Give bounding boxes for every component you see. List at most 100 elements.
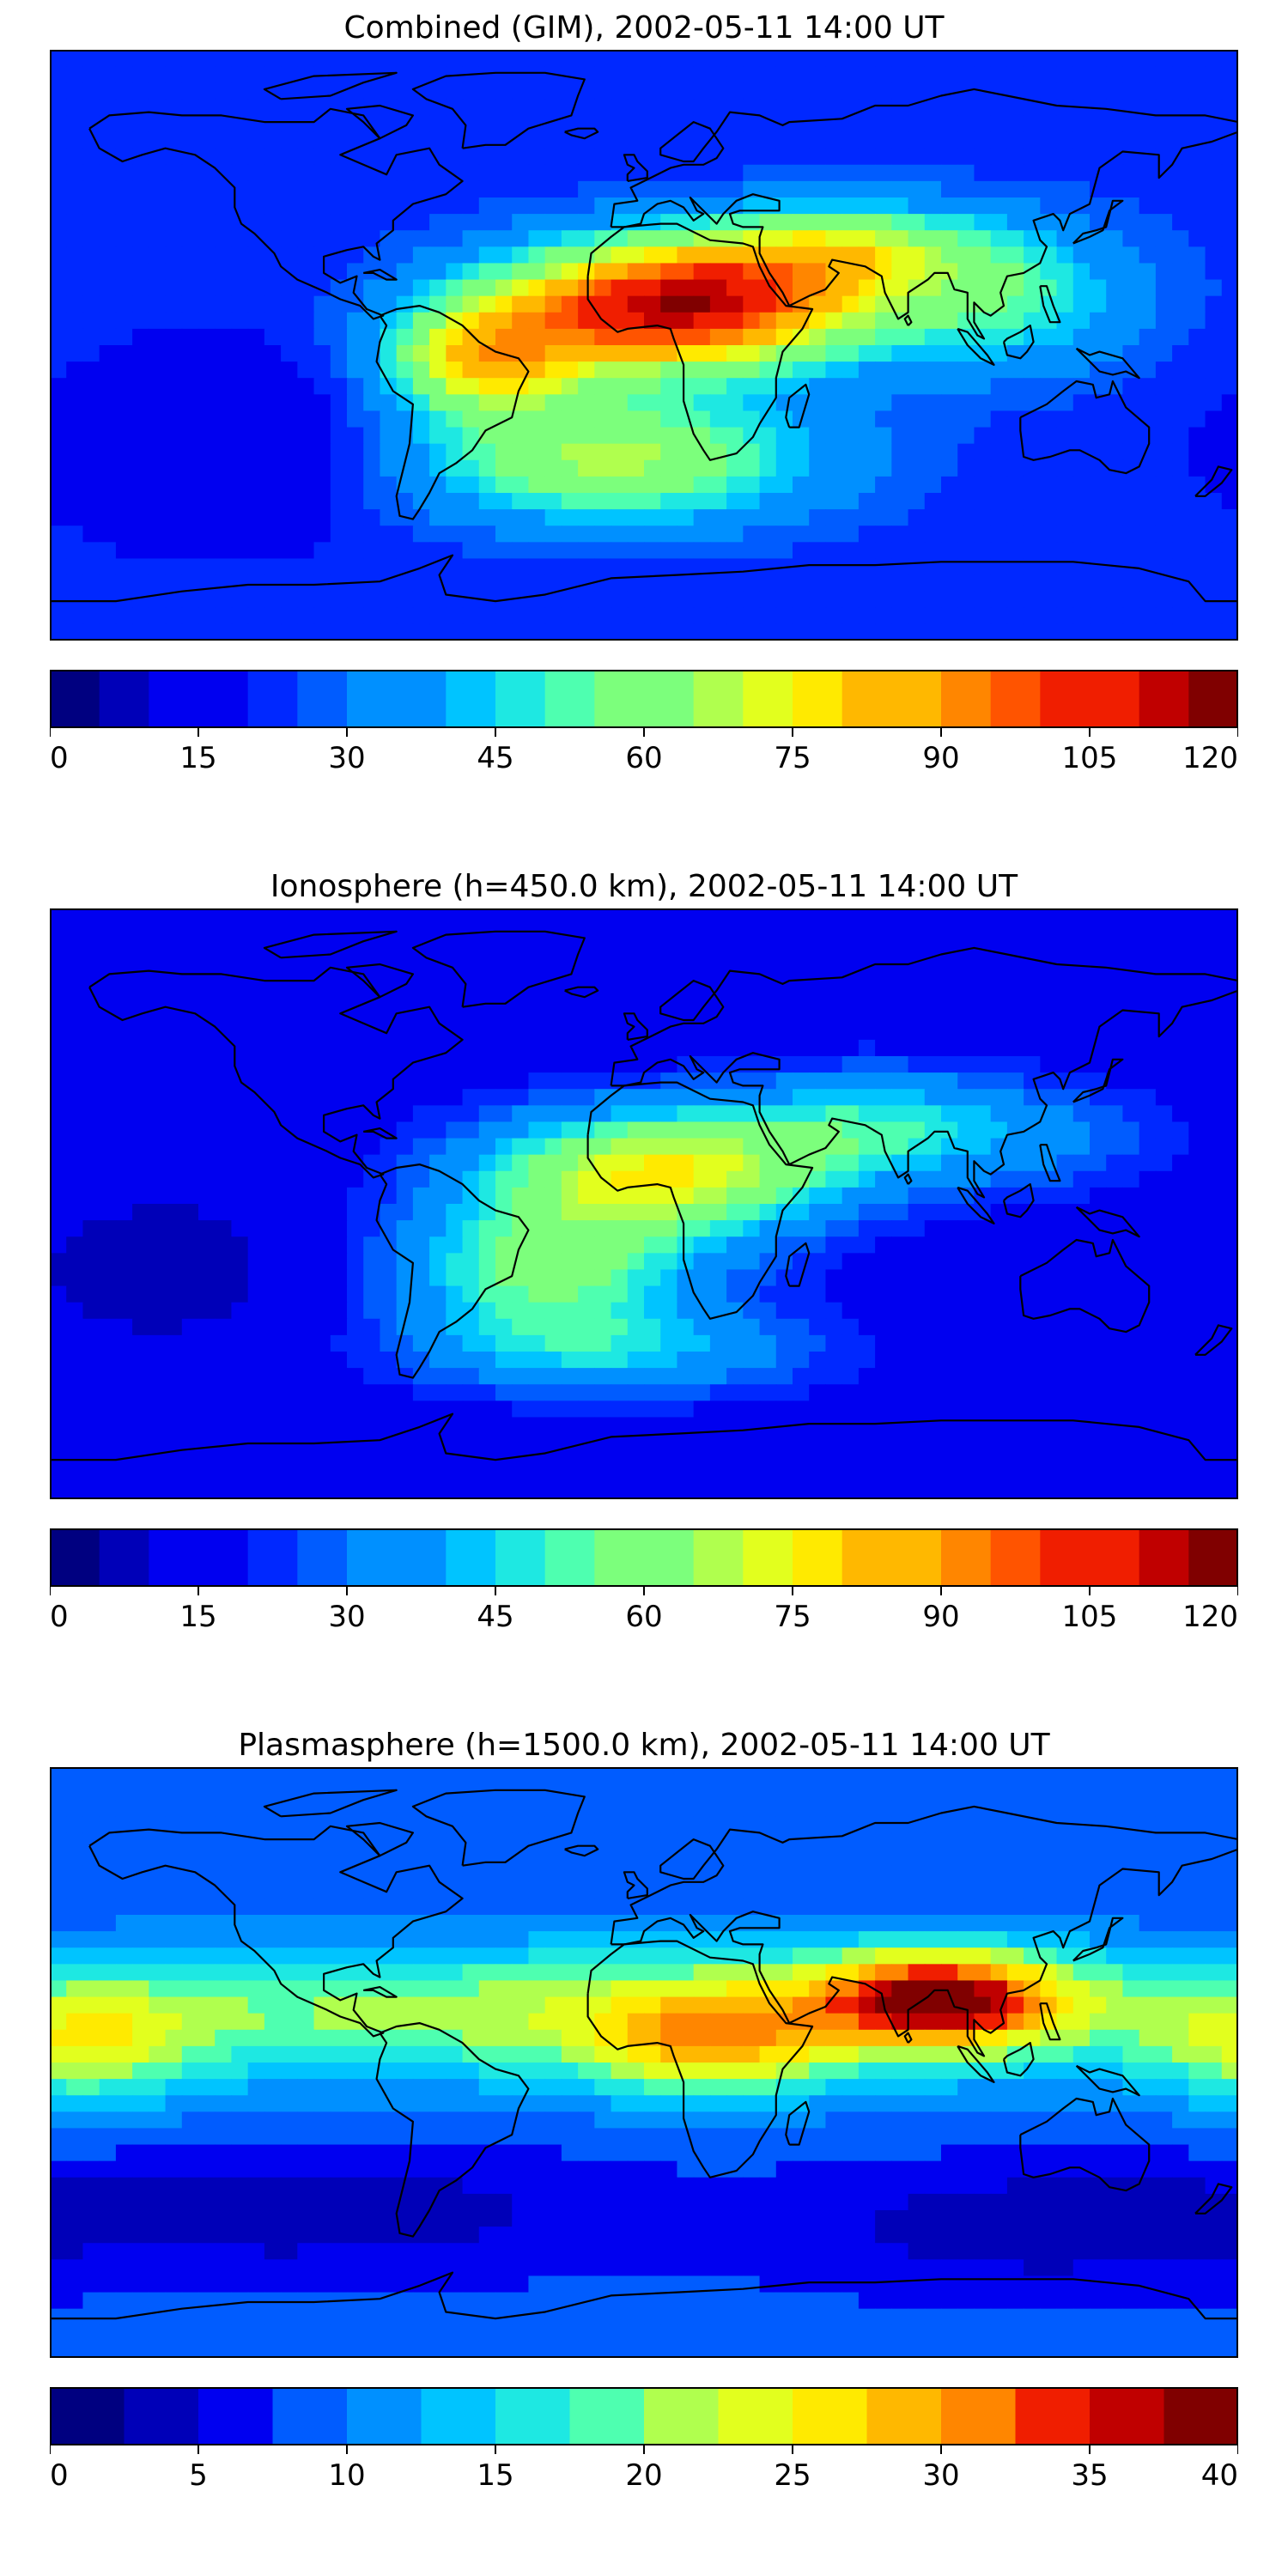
field-cell <box>380 246 398 264</box>
field-cell <box>181 908 199 926</box>
field-cell <box>330 115 348 133</box>
field-cell <box>611 974 629 992</box>
field-shading <box>50 50 1238 641</box>
field-cell <box>363 1433 381 1451</box>
field-cell <box>775 1368 793 1385</box>
field-cell <box>347 1072 364 1090</box>
field-cell <box>544 1400 562 1419</box>
field-cell <box>1006 476 1024 494</box>
field-cell <box>891 99 909 117</box>
field-cell <box>66 1368 84 1385</box>
field-cell <box>297 1138 315 1156</box>
field-cell <box>281 526 298 543</box>
field-cell <box>825 378 843 395</box>
field-cell <box>1205 925 1223 942</box>
field-cell <box>544 1138 562 1156</box>
field-cell <box>149 1056 167 1073</box>
field-cell <box>841 1417 860 1435</box>
field-cell <box>990 1023 1008 1041</box>
map-plot <box>50 908 1238 1499</box>
field-cell <box>429 623 447 641</box>
field-cell <box>1006 623 1024 641</box>
field-cell <box>594 180 612 198</box>
field-cell <box>660 328 678 346</box>
field-cell <box>924 115 942 133</box>
field-cell <box>528 1072 546 1090</box>
field-cell <box>709 66 727 83</box>
field-cell <box>544 1006 562 1024</box>
field-cell <box>297 279 315 297</box>
field-cell <box>363 1138 381 1156</box>
field-cell <box>363 131 381 149</box>
field-cell <box>247 1072 265 1090</box>
field-cell <box>1040 66 1058 83</box>
field-cell <box>396 574 414 592</box>
field-cell <box>1106 908 1124 926</box>
field-cell <box>446 197 464 215</box>
field-cell <box>512 957 530 975</box>
field-cell <box>1056 312 1074 330</box>
field-cell <box>1221 115 1238 133</box>
field-cell <box>924 1400 942 1419</box>
field-cell <box>412 279 430 297</box>
field-cell <box>99 361 117 379</box>
field-cell <box>165 115 183 133</box>
field-cell <box>50 1023 67 1041</box>
field-cell <box>330 974 348 992</box>
field-cell <box>1122 941 1140 958</box>
field-cell <box>478 526 496 543</box>
field-cell <box>875 1352 892 1369</box>
field-cell <box>528 908 546 926</box>
field-cell <box>132 526 149 543</box>
field-cell <box>495 1023 513 1041</box>
field-cell <box>462 509 480 526</box>
field-cell <box>149 974 167 992</box>
field-cell <box>82 1302 100 1320</box>
field-cell <box>66 476 84 494</box>
field-cell <box>1172 1253 1189 1271</box>
field-cell <box>1188 312 1206 330</box>
field-cell <box>99 1154 117 1172</box>
field-cell <box>297 493 315 510</box>
field-cell <box>677 312 695 330</box>
field-cell <box>495 476 513 494</box>
field-cell <box>1139 1285 1157 1303</box>
field-cell <box>478 378 496 395</box>
field-cell <box>941 410 958 428</box>
field-cell <box>231 295 249 313</box>
field-cell <box>264 1417 282 1435</box>
field-cell <box>347 974 364 992</box>
field-cell <box>908 1072 926 1090</box>
field-cell <box>578 1352 595 1369</box>
field-cell <box>611 1352 629 1369</box>
field-cell <box>809 493 827 510</box>
field-cell <box>1155 974 1173 992</box>
field-cell <box>380 279 398 297</box>
field-cell <box>1106 1072 1124 1090</box>
field-cell <box>1122 410 1140 428</box>
field-cell <box>347 1089 364 1106</box>
field-cell <box>1090 214 1107 231</box>
field-cell <box>743 623 761 641</box>
field-cell <box>875 1417 892 1435</box>
field-cell <box>82 493 100 510</box>
field-cell <box>297 197 315 215</box>
field-cell <box>82 1318 100 1336</box>
field-cell <box>841 1138 860 1156</box>
field-cell <box>115 214 133 231</box>
field-cell <box>528 925 546 942</box>
field-cell <box>1024 1384 1041 1401</box>
field-cell <box>115 394 133 412</box>
field-cell <box>1172 279 1189 297</box>
field-cell <box>627 180 645 198</box>
field-cell <box>396 1023 414 1041</box>
field-cell <box>1056 574 1074 592</box>
field-cell <box>1056 197 1074 215</box>
field-cell <box>1188 148 1206 166</box>
field-cell <box>99 1285 117 1303</box>
field-cell <box>809 99 827 117</box>
field-cell <box>281 1253 298 1271</box>
field-cell <box>693 361 711 379</box>
field-cell <box>247 990 265 1008</box>
field-cell <box>1040 131 1058 149</box>
